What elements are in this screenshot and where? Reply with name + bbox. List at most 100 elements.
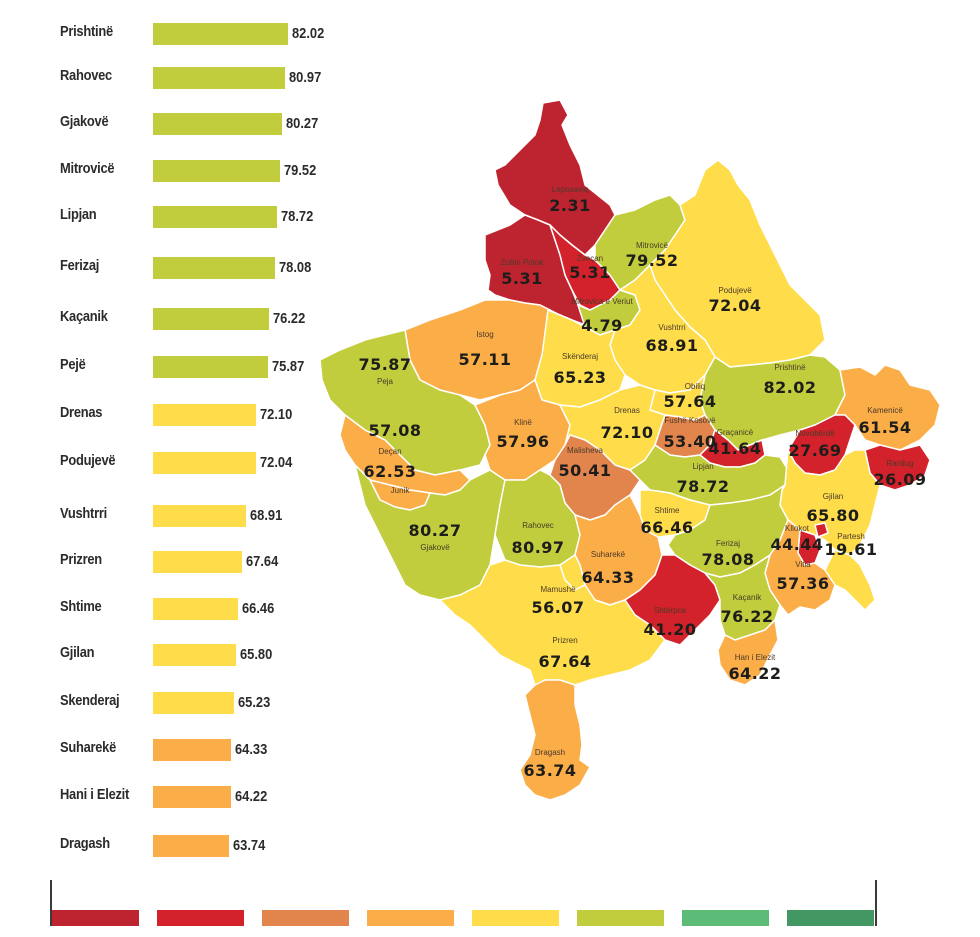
bar-label: Gjilan xyxy=(60,644,95,661)
label-kacanik-name: Kaçanik xyxy=(733,593,762,602)
label-leposaviq-value: 2.31 xyxy=(549,196,590,215)
bar-row: Prizren 67.64 xyxy=(0,548,360,578)
label-shtime-value: 66.46 xyxy=(640,518,693,537)
bar xyxy=(153,551,242,573)
label-gjilan-value: 65.80 xyxy=(806,506,859,525)
bar-row: Pejë 75.87 xyxy=(0,353,360,383)
bar-row: Rahovec 80.97 xyxy=(0,64,360,94)
label-prizren-value: 67.64 xyxy=(538,652,591,671)
label-ranilug-value: 26.09 xyxy=(873,470,926,489)
label-shterpca-value: 41.20 xyxy=(643,620,696,639)
bar-chart: Prishtinë 82.02 Rahovec 80.97 Gjakovë 80.27 Mi… xyxy=(0,0,360,870)
label-novoberde-name: Novobërdë xyxy=(795,429,835,438)
region-dragash[interactable] xyxy=(519,679,591,801)
bar xyxy=(153,598,238,620)
label-istog-name: Istog xyxy=(476,330,493,339)
label-junik-name: Junik xyxy=(391,486,411,495)
bar-value: 67.64 xyxy=(246,553,279,570)
label-fushe-kosove-value: 53.40 xyxy=(663,432,716,451)
bar xyxy=(153,67,285,89)
region-gjilan-south[interactable] xyxy=(824,549,876,611)
label-gracanice-name: Graçanicë xyxy=(717,428,754,437)
label-drenas-value: 72.10 xyxy=(600,423,653,442)
label-rahovec-name: Rahovec xyxy=(522,521,554,530)
bar-label: Lipjan xyxy=(60,206,97,223)
bar-label: Suharekë xyxy=(60,739,117,756)
bar xyxy=(153,113,282,135)
bar-label: Mitrovicë xyxy=(60,160,115,177)
bar-value: 66.46 xyxy=(242,600,275,617)
bar-label: Hani i Elezit xyxy=(60,786,130,803)
bar-label: Prizren xyxy=(60,551,102,568)
bar-value: 72.04 xyxy=(260,454,293,471)
label-mitrovice-value: 79.52 xyxy=(625,251,678,270)
bar-value: 78.72 xyxy=(281,208,314,225)
bar xyxy=(153,404,256,426)
bar-row: Suharekë 64.33 xyxy=(0,736,360,766)
label-partesh-value: 19.61 xyxy=(824,540,877,559)
label-shtime-name: Shtime xyxy=(655,506,680,515)
label-novoberde-value: 27.69 xyxy=(788,441,841,460)
label-rahovec-value: 80.97 xyxy=(511,538,564,557)
label-vushtrri-name: Vushtrri xyxy=(658,323,685,332)
bar-label: Drenas xyxy=(60,404,103,421)
color-legend xyxy=(50,880,880,930)
bar-row: Shtime 66.46 xyxy=(0,595,360,625)
label-prizren-name: Prizren xyxy=(552,636,577,645)
label-podujeve-value: 72.04 xyxy=(708,296,761,315)
bar xyxy=(153,308,269,330)
label-leposaviq-name: Leposaviq xyxy=(552,185,588,194)
bar-value: 68.91 xyxy=(250,507,283,524)
label-prishtine-name: Prishtinë xyxy=(774,363,806,372)
bar-row: Mitrovicë 79.52 xyxy=(0,157,360,187)
choropleth-map: Leposaviq 2.31 Zubin Potok 5.31 Zveçan 5… xyxy=(310,95,960,815)
bar xyxy=(153,644,236,666)
bar-label: Gjakovë xyxy=(60,113,109,130)
label-ferizaj-name: Ferizaj xyxy=(716,539,740,548)
legend-swatch xyxy=(157,910,244,926)
legend-swatch xyxy=(682,910,769,926)
bar-label: Vushtrri xyxy=(60,505,107,522)
label-decan-value: 62.53 xyxy=(363,462,416,481)
label-zvecan-name: Zveçan xyxy=(577,254,603,263)
region-prizren[interactable] xyxy=(439,559,666,686)
label-suhareke-value: 64.33 xyxy=(581,568,634,587)
label-shterpca-name: Shtërpca xyxy=(654,606,687,615)
label-zubin-potok-value: 5.31 xyxy=(501,269,542,288)
bar-row: Kaçanik 76.22 xyxy=(0,305,360,335)
bar xyxy=(153,505,246,527)
bar-row: Lipjan 78.72 xyxy=(0,203,360,233)
legend-swatch xyxy=(787,910,874,926)
bar-row: Gjilan 65.80 xyxy=(0,641,360,671)
region-partesh[interactable] xyxy=(814,522,829,538)
region-zubin-potok[interactable] xyxy=(484,214,586,326)
label-malisheva-value: 50.41 xyxy=(558,461,611,480)
label-kacanik-value: 76.22 xyxy=(720,607,773,626)
bar-row: Hani i Elezit 64.22 xyxy=(0,783,360,813)
label-han-elezit-name: Han i Elezit xyxy=(735,653,776,662)
label-peja-value: 75.87 xyxy=(358,355,411,374)
bar-value: 63.74 xyxy=(233,837,266,854)
label-dragash-name: Dragash xyxy=(535,748,565,757)
bar-value: 78.08 xyxy=(279,259,312,276)
bar xyxy=(153,206,277,228)
bar-value: 79.52 xyxy=(284,162,317,179)
bar-label: Ferizaj xyxy=(60,257,100,274)
bar xyxy=(153,160,280,182)
bar-row: Drenas 72.10 xyxy=(0,401,360,431)
bar xyxy=(153,23,288,45)
bar-row: Gjakovë 80.27 xyxy=(0,110,360,140)
legend-swatch xyxy=(472,910,559,926)
label-podujeve-name: Podujevë xyxy=(718,286,752,295)
region-han-elezit[interactable] xyxy=(717,619,779,686)
bar-value: 76.22 xyxy=(273,310,306,327)
label-gjakove-name: Gjakovë xyxy=(420,543,450,552)
label-partesh-name: Partesh xyxy=(837,532,865,541)
label-mitrovice-name: Mitrovicë xyxy=(636,241,669,250)
label-vitia-value: 57.36 xyxy=(776,574,829,593)
bar-value: 65.23 xyxy=(238,694,271,711)
label-ranilug-name: Ranilug xyxy=(886,459,913,468)
label-dragash-value: 63.74 xyxy=(523,761,576,780)
label-mitrovica-veriut-name: Mitrovica e Veriut xyxy=(571,297,633,306)
label-istog-value: 57.11 xyxy=(458,350,511,369)
